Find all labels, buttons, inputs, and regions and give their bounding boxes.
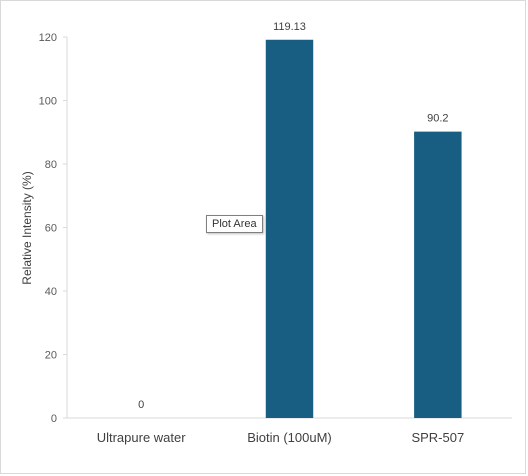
y-axis-ticks: 0 20 40 60 80 100 120 [39, 32, 67, 425]
y-tick-label: 120 [39, 32, 57, 44]
category-label: SPR-507 [411, 430, 464, 445]
data-labels-group: 0 119.13 90.2 [138, 21, 448, 411]
bars-group [265, 39, 462, 419]
y-tick-label: 100 [39, 96, 57, 108]
y-tick-label: 40 [45, 286, 57, 298]
data-label: 119.13 [273, 21, 306, 33]
category-label: Biotin (100uM) [247, 430, 332, 445]
category-labels-group: Ultrapure water Biotin (100uM) SPR-507 [97, 430, 464, 445]
y-axis-title: Relative Intensity (%) [20, 171, 34, 284]
category-label: Ultrapure water [97, 430, 187, 445]
y-tick-label: 0 [51, 413, 57, 425]
y-tick-label: 60 [45, 223, 57, 235]
plot-area-tooltip: Plot Area [206, 215, 263, 233]
data-label: 0 [138, 399, 144, 411]
y-tick-label: 80 [45, 159, 57, 171]
y-tick-label: 20 [45, 350, 57, 362]
bar [414, 131, 462, 419]
data-label: 90.2 [427, 113, 448, 125]
bar [265, 39, 314, 419]
